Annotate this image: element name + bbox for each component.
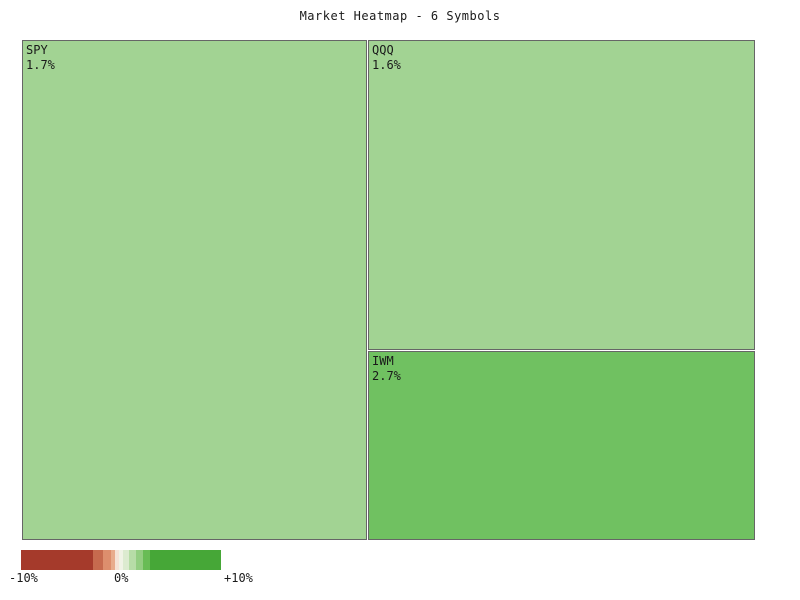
tile-change: 1.7% xyxy=(26,58,55,72)
treemap: SPY 1.7% QQQ 1.6% IWM 2.7% xyxy=(22,40,755,540)
treemap-tile-iwm[interactable]: IWM 2.7% xyxy=(368,351,755,540)
tile-symbol: QQQ xyxy=(372,43,394,57)
colorbar: -10% 0% +10% xyxy=(0,545,300,595)
treemap-tile-qqq[interactable]: QQQ 1.6% xyxy=(368,40,755,350)
treemap-tile-spy[interactable]: SPY 1.7% xyxy=(22,40,367,540)
tile-symbol: IWM xyxy=(372,354,394,368)
tile-change: 2.7% xyxy=(372,369,401,383)
tile-change: 1.6% xyxy=(372,58,401,72)
colorbar-max-label: +10% xyxy=(224,571,253,585)
colorbar-zero-label: 0% xyxy=(114,571,129,585)
chart-title: Market Heatmap - 6 Symbols xyxy=(299,9,501,23)
colorbar-gradient xyxy=(21,550,221,570)
colorbar-min-label: -10% xyxy=(9,571,38,585)
tile-symbol: SPY xyxy=(26,43,48,57)
